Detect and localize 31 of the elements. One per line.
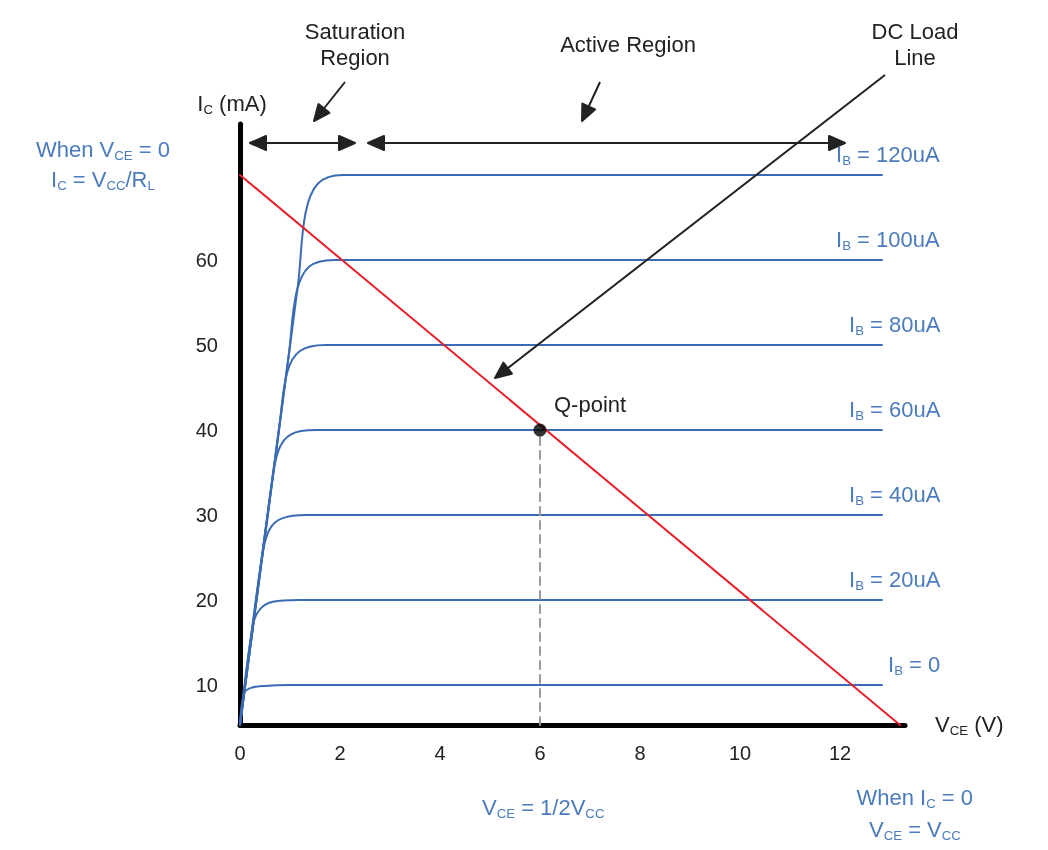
text: When I$_{C}$ = 0 (856, 784, 974, 812)
x-tick-label: 8 (634, 742, 646, 764)
series-label: I$_{B}$ = 100uA (836, 227, 940, 255)
x-tick-label: 10 (728, 742, 752, 764)
text: Active Region (559, 32, 697, 59)
x-tick-label: 6 (534, 742, 546, 764)
y-axis-title: I$_{C}$ (mA) (197, 91, 267, 119)
series-label: I$_{B}$ = 60uA (849, 397, 941, 425)
text: V$_{CE}$ = 1/2V$_{CC}$ (482, 794, 605, 822)
y-tick-label: 20 (195, 589, 218, 612)
x-tick-label: 0 (234, 742, 246, 764)
series-label: I$_{B}$ = 80uA (849, 312, 941, 340)
series-label: I$_{B}$ = 40uA (849, 482, 941, 510)
y-tick-label: 30 (195, 504, 218, 527)
text: I$_{C}$ = V$_{CC}$/R$_{L}$ (51, 166, 155, 194)
y-tick-label: 10 (195, 674, 218, 697)
x-axis-title: V$_{CE}$ (V) (935, 711, 1004, 739)
y-tick-label: 50 (195, 334, 218, 357)
x-tick-label: 4 (434, 742, 446, 764)
text: When V$_{CE}$ = 0 (36, 136, 170, 164)
text: Saturation Region (303, 18, 407, 72)
text: DC Load Line (870, 18, 960, 72)
series-label: I$_{B}$ = 20uA (849, 567, 941, 595)
annotation: Q-point (554, 392, 627, 419)
y-tick-label: 40 (195, 419, 218, 442)
series-label: I$_{B}$ = 0 (888, 652, 941, 680)
text: V$_{CE}$ = V$_{CC}$ (869, 816, 961, 844)
x-tick-label: 12 (828, 742, 852, 764)
series-label: I$_{B}$ = 120uA (836, 142, 940, 170)
x-tick-label: 2 (334, 742, 346, 764)
y-tick-label: 60 (195, 249, 218, 272)
